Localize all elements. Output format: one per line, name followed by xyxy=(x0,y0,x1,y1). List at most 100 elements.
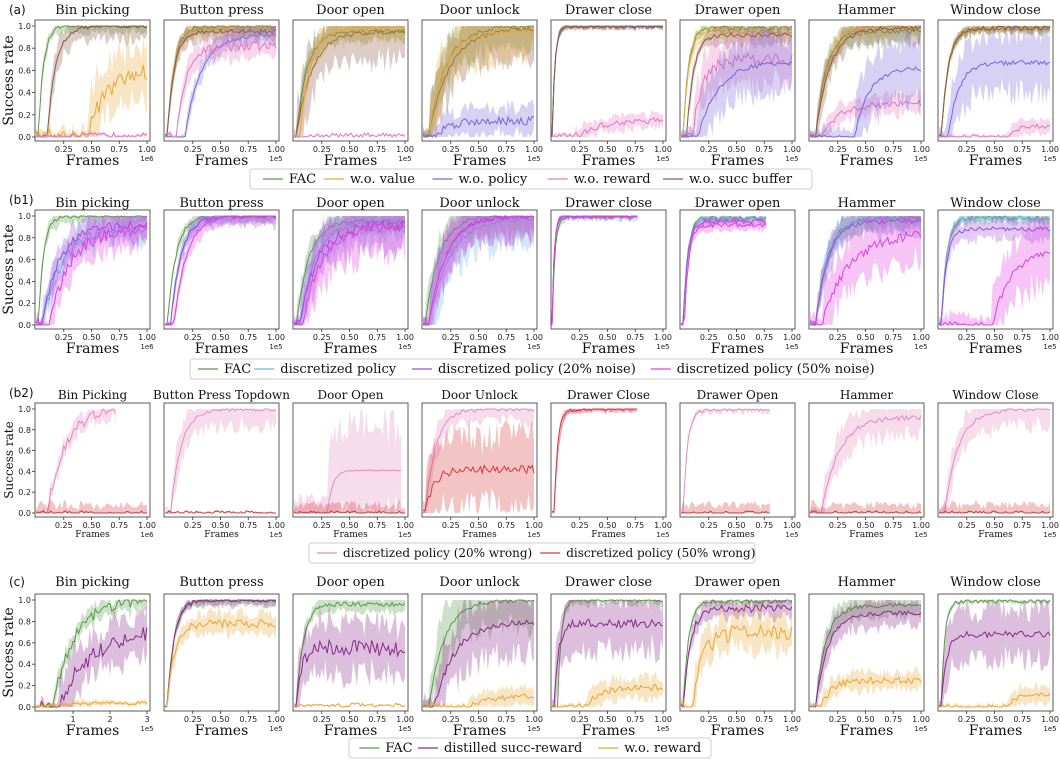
curves xyxy=(938,215,1051,327)
plot-frame xyxy=(292,19,409,142)
plot-frame xyxy=(550,402,667,518)
x-tick-label: 0.25 xyxy=(571,333,589,342)
x-exponent: 1e5 xyxy=(656,725,669,733)
curves xyxy=(164,25,277,138)
curves xyxy=(680,215,767,327)
confidence-band xyxy=(810,26,921,137)
x-tick-label: 0.25 xyxy=(184,521,202,530)
x-tick-label: 0.50 xyxy=(857,145,875,154)
legend-item: discretized policy xyxy=(254,362,397,377)
series-line xyxy=(35,223,148,326)
x-axis-label: Frames xyxy=(195,723,249,739)
series-line xyxy=(551,117,664,138)
x-exponent: 1e5 xyxy=(914,531,927,539)
x-tick-label: 0.50 xyxy=(83,333,101,342)
x-tick-label: 0.75 xyxy=(755,521,773,530)
series-line xyxy=(294,28,406,138)
x-tick-label: 0.50 xyxy=(341,715,359,724)
legend-label: distilled succ-reward xyxy=(444,741,582,756)
x-tick-label: 0.50 xyxy=(212,333,230,342)
curves xyxy=(551,408,638,515)
x-exponent: 1e5 xyxy=(656,531,669,539)
legend-frame xyxy=(348,737,712,759)
legend-item: discretized policy (20% wrong) xyxy=(317,546,532,560)
y-tick-label: 0.6 xyxy=(18,66,31,75)
confidence-band xyxy=(810,499,921,513)
x-axis-label: Frames xyxy=(840,723,894,739)
series-line xyxy=(422,599,535,708)
confidence-band xyxy=(681,26,792,137)
x-axis-label: Frames xyxy=(324,153,378,169)
confidence-band xyxy=(939,116,1050,137)
x-tick-label: 1.00 xyxy=(654,145,672,154)
x-tick-label: 0.75 xyxy=(1013,145,1031,154)
curves xyxy=(293,409,405,514)
x-exponent: 1e5 xyxy=(527,531,540,539)
confidence-band xyxy=(294,216,405,325)
x-axis-label: Frames xyxy=(453,723,507,739)
x-tick-label: 0.75 xyxy=(368,333,386,342)
x-tick-label: 1.00 xyxy=(396,715,414,724)
series-line xyxy=(294,638,406,708)
series-line xyxy=(293,219,406,327)
plot-frame xyxy=(421,402,538,518)
y-tick-label: 0.2 xyxy=(18,488,31,497)
legend-frame xyxy=(308,542,756,564)
y-tick-label: 0.4 xyxy=(18,89,31,98)
series-line xyxy=(165,408,277,514)
series-line xyxy=(35,25,148,138)
series-line xyxy=(164,32,277,138)
curves xyxy=(809,409,922,514)
y-tick-label: 1.0 xyxy=(18,405,31,414)
x-tick-label: 0.75 xyxy=(1013,521,1031,530)
series-line xyxy=(938,59,1051,138)
x-exponent: 1e6 xyxy=(140,531,154,539)
legend-label: w.o. value xyxy=(350,172,415,187)
confidence-band xyxy=(165,26,276,138)
confidence-band xyxy=(294,26,405,137)
x-exponent: 1e5 xyxy=(398,343,411,351)
series-line xyxy=(165,28,277,138)
panel-row: (a) Success rate Bin picking 0.0 0.2 0.4 0.6 0.… xyxy=(1,3,1059,190)
plot-frame xyxy=(550,209,667,330)
curves xyxy=(35,599,148,708)
subplot-title: Hammer xyxy=(838,3,896,18)
confidence-band xyxy=(294,409,402,513)
x-tick-label: 0.50 xyxy=(341,145,359,154)
x-tick-label: 0.25 xyxy=(829,145,847,154)
plot-frame xyxy=(550,19,667,142)
x-axis-label: Frames xyxy=(711,723,765,739)
series-line xyxy=(423,25,535,138)
subplot-title: Door Unlock xyxy=(441,388,518,402)
x-tick-label: 0.75 xyxy=(110,333,128,342)
legend-frame xyxy=(189,358,868,380)
legend-label: FAC xyxy=(224,362,251,377)
plot-frame xyxy=(937,593,1054,712)
series-line xyxy=(680,603,793,709)
x-exponent: 1e5 xyxy=(785,531,798,539)
subplot-title: Window close xyxy=(950,575,1041,590)
y-tick-label: 0.4 xyxy=(18,660,31,669)
y-tick-label: 0.0 xyxy=(18,133,31,142)
confidence-band xyxy=(810,26,921,137)
curves xyxy=(938,408,1051,514)
y-axis-label: Success rate xyxy=(2,421,16,498)
y-tick-label: 0.2 xyxy=(18,111,31,120)
subplot-title: Door Open xyxy=(318,388,384,402)
legend-item: discretized policy (50% noise) xyxy=(650,362,875,377)
y-tick-label: 0.4 xyxy=(18,277,31,286)
curves xyxy=(938,25,1051,139)
x-tick-label: 0.25 xyxy=(313,715,331,724)
x-tick-label: 1.00 xyxy=(912,715,930,724)
curves xyxy=(35,25,148,139)
plot-frame xyxy=(679,209,796,330)
legend-item: w.o. succ buffer xyxy=(662,172,793,187)
series-line xyxy=(293,220,406,326)
legend-label: discretized policy (20% wrong) xyxy=(343,546,532,560)
